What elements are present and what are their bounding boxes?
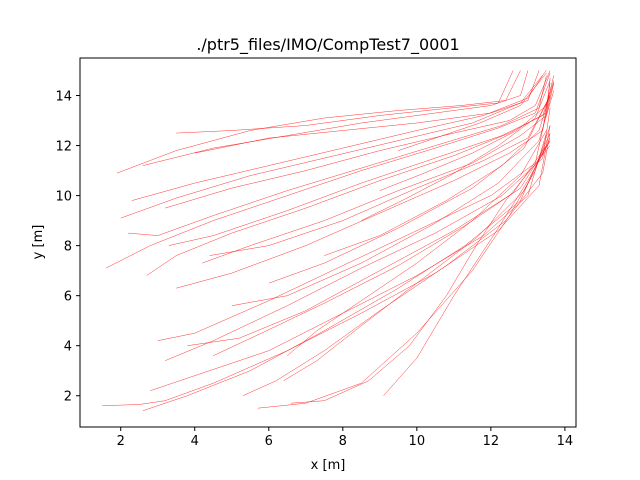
trajectory-line-28 <box>231 90 555 306</box>
x-tick-label: 14 <box>557 434 574 449</box>
trajectory-line-21 <box>102 125 551 406</box>
trajectory-line-8 <box>128 75 547 236</box>
trajectory-line-7 <box>165 70 551 209</box>
x-tick-label: 4 <box>191 434 199 449</box>
trajectory-line-24 <box>257 125 551 409</box>
trajectory-lines <box>102 70 555 411</box>
trajectory-line-9 <box>105 72 551 269</box>
x-tick-label: 10 <box>409 434 426 449</box>
trajectory-line-15 <box>157 95 551 341</box>
y-tick-label: 10 <box>55 190 72 205</box>
trajectory-line-20 <box>142 132 551 411</box>
trajectory-line-5 <box>120 70 547 219</box>
trajectory-line-26 <box>383 140 551 396</box>
x-tick-label: 12 <box>483 434 500 449</box>
trajectory-line-27 <box>287 130 547 356</box>
x-axis-label: x [m] <box>311 458 346 473</box>
x-axis-ticks: 2 4 6 8 10 12 14 <box>117 427 574 449</box>
x-tick-label: 2 <box>117 434 125 449</box>
trajectory-line-29 <box>268 95 551 284</box>
y-axis-ticks: 2 4 6 8 10 12 14 <box>55 90 80 405</box>
trajectory-line-3 <box>176 70 514 134</box>
chart-title: ./ptr5_files/IMO/CompTest7_0001 <box>196 35 459 55</box>
trajectory-line-22 <box>242 133 551 396</box>
plot-frame <box>79 57 577 428</box>
trajectory-line-1 <box>116 70 521 174</box>
trajectory-line-4 <box>194 70 540 154</box>
trajectory-line-32 <box>379 75 555 191</box>
y-tick-label: 8 <box>64 240 72 255</box>
trajectory-line-10 <box>146 77 551 276</box>
trajectory-line-12 <box>202 82 555 264</box>
trajectory-line-33 <box>398 72 547 151</box>
trajectory-line-2 <box>142 70 529 166</box>
trajectory-line-30 <box>324 82 555 256</box>
x-tick-label: 8 <box>339 434 347 449</box>
trajectory-line-25 <box>290 145 551 404</box>
trajectory-line-31 <box>361 80 551 221</box>
x-tick-label: 6 <box>265 434 273 449</box>
y-tick-label: 4 <box>64 340 72 355</box>
trajectory-line-6 <box>131 75 543 201</box>
trajectory-line-11 <box>168 80 555 246</box>
y-tick-label: 14 <box>55 90 72 105</box>
trajectory-line-23 <box>283 137 551 381</box>
trajectory-line-14 <box>209 95 551 256</box>
trajectory-line-17 <box>187 145 547 346</box>
y-tick-label: 6 <box>64 290 72 305</box>
y-tick-label: 2 <box>64 390 72 405</box>
trajectory-line-19 <box>150 133 547 391</box>
trajectory-line-16 <box>165 107 551 361</box>
y-axis-label: y [m] <box>31 225 46 260</box>
trajectory-line-13 <box>176 82 551 289</box>
y-tick-label: 12 <box>55 140 72 155</box>
trajectory-line-18 <box>213 140 551 356</box>
